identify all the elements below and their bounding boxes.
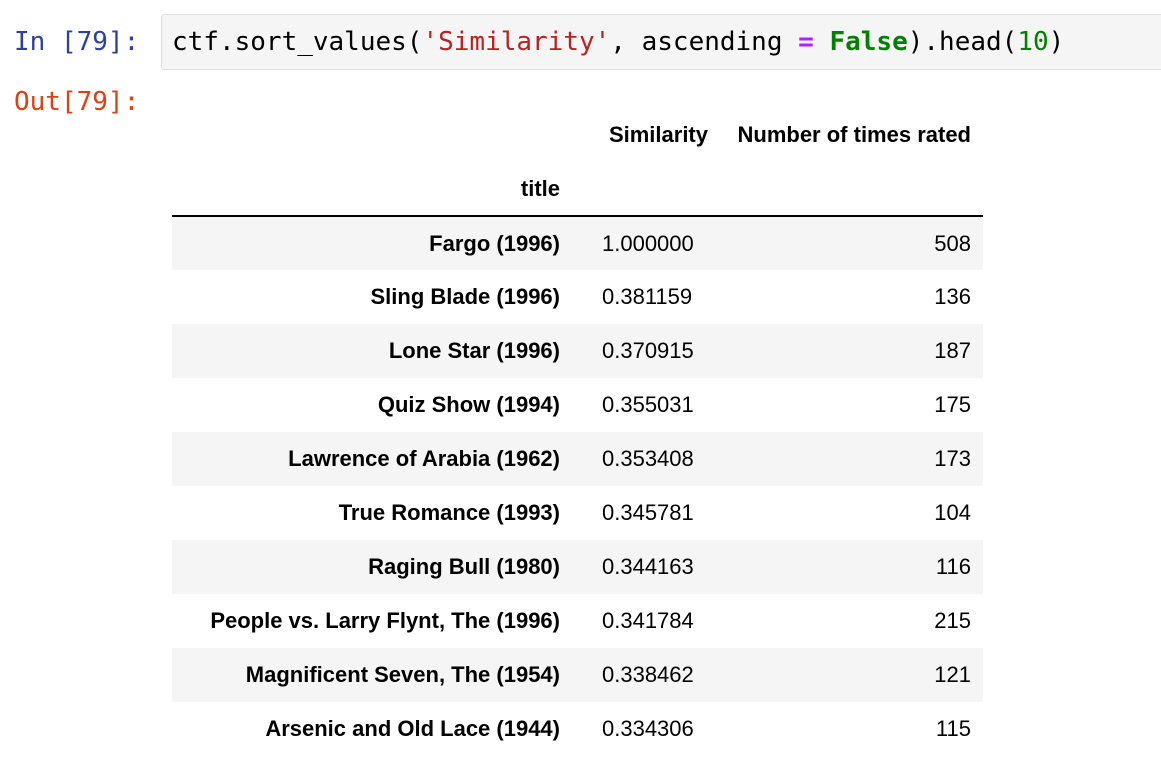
table-row: Arsenic and Old Lace (1944) 0.334306 115	[172, 702, 983, 756]
index-row-blank-cell	[708, 162, 983, 217]
column-header-similarity: Similarity	[608, 122, 708, 147]
cell-similarity: 0.334306	[602, 716, 694, 741]
input-prompt: In [79]:	[14, 27, 140, 57]
code-string-literal: 'Similarity'	[422, 27, 611, 57]
cell-similarity: 0.370915	[602, 338, 694, 363]
output-prompt: Out[79]:	[14, 87, 140, 117]
cell-times-rated: 175	[934, 392, 971, 417]
cell-times-rated: 173	[934, 446, 971, 471]
table-row: People vs. Larry Flynt, The (1996) 0.3417…	[172, 594, 983, 648]
cell-similarity: 0.355031	[602, 392, 694, 417]
column-header-times-rated: Number of times rated	[737, 122, 972, 147]
code-line[interactable]: ctf.sort_values('Similarity', ascending …	[172, 27, 1064, 57]
header-blank-cell	[172, 108, 572, 162]
cell-times-rated: 116	[935, 554, 971, 579]
code-method-call: ).head(	[907, 27, 1018, 57]
cell-times-rated: 187	[934, 338, 971, 363]
cell-times-rated: 136	[934, 284, 971, 309]
table-row: Lawrence of Arabia (1962) 0.353408 173	[172, 432, 983, 486]
cell-similarity: 0.381159	[602, 284, 693, 309]
cell-similarity: 0.345781	[602, 500, 694, 525]
dataframe-table: Similarity Number of times rated title F…	[172, 108, 983, 756]
cell-times-rated: 121	[934, 662, 971, 687]
row-title: Raging Bull (1980)	[368, 554, 560, 579]
code-object: ctf.sort_values(	[172, 27, 423, 57]
code-input-area[interactable]: ctf.sort_values('Similarity', ascending …	[161, 14, 1161, 70]
code-keyword: False	[829, 27, 908, 57]
row-title: Lone Star (1996)	[388, 338, 560, 363]
cell-times-rated: 104	[934, 500, 971, 525]
cell-similarity: 1.000000	[602, 230, 694, 256]
row-title: Sling Blade (1996)	[370, 284, 560, 309]
table-row: Lone Star (1996) 0.370915 187	[172, 324, 983, 378]
table-row: Quiz Show (1994) 0.355031 175	[172, 378, 983, 432]
table-row: True Romance (1993) 0.345781 104	[172, 486, 983, 540]
table-row: Fargo (1996) 1.000000 508	[172, 216, 983, 270]
row-title: Quiz Show (1994)	[377, 392, 560, 417]
row-title: People vs. Larry Flynt, The (1996)	[210, 608, 560, 633]
table-row: Magnificent Seven, The (1954) 0.338462 121	[172, 648, 983, 702]
row-title: Magnificent Seven, The (1954)	[245, 662, 560, 687]
cell-similarity: 0.341784	[602, 608, 694, 633]
cell-similarity: 0.344163	[602, 554, 694, 579]
row-title: Lawrence of Arabia (1962)	[288, 446, 560, 471]
table-row: Sling Blade (1996) 0.381159 136	[172, 270, 983, 324]
code-argument-name: , ascending	[610, 27, 799, 57]
index-row-blank-cell	[572, 162, 708, 217]
code-operator: =	[798, 27, 814, 57]
row-title: Fargo (1996)	[429, 230, 560, 256]
table-body: Fargo (1996) 1.000000 508 Sling Blade (1996…	[172, 216, 983, 756]
index-name-row: title	[172, 162, 983, 217]
column-header-row: Similarity Number of times rated	[172, 108, 983, 162]
cell-times-rated: 115	[935, 716, 971, 741]
row-title: True Romance (1993)	[338, 500, 560, 525]
table-row: Raging Bull (1980) 0.344163 116	[172, 540, 983, 594]
cell-times-rated: 508	[934, 230, 971, 256]
code-number: 10	[1017, 27, 1049, 57]
index-name-header: title	[172, 162, 572, 217]
cell-similarity: 0.353408	[602, 446, 694, 471]
cell-similarity: 0.338462	[602, 662, 694, 687]
code-space	[814, 27, 830, 57]
cell-times-rated: 215	[934, 608, 971, 633]
code-close-paren: )	[1048, 27, 1065, 57]
row-title: Arsenic and Old Lace (1944)	[265, 716, 560, 741]
